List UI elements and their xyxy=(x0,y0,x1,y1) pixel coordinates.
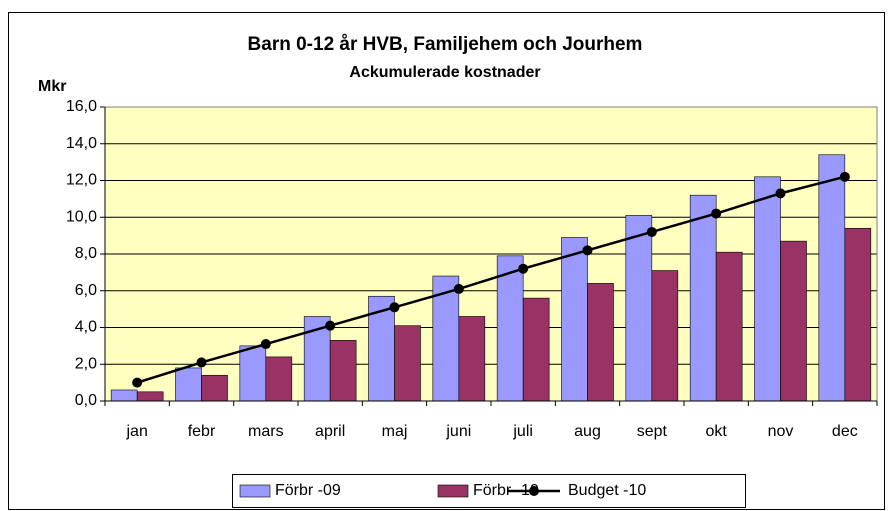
bar xyxy=(265,356,293,402)
x-tick-label: dec xyxy=(832,423,858,440)
bar xyxy=(136,391,164,402)
chart-title: Barn 0-12 år HVB, Familjehem och Jourhem xyxy=(248,34,643,55)
x-tick-label: aug xyxy=(574,423,601,440)
line-marker xyxy=(196,357,207,368)
line-marker xyxy=(775,188,786,199)
y-tick-label: 6,0 xyxy=(75,282,97,299)
x-tick-label: jan xyxy=(125,423,147,440)
bar xyxy=(715,251,743,402)
line-marker xyxy=(518,263,529,274)
line xyxy=(136,175,846,384)
x-tick-label: juni xyxy=(445,423,471,440)
bar xyxy=(780,240,807,402)
y-tick-label: 8,0 xyxy=(75,245,97,262)
bar xyxy=(651,270,679,402)
bar xyxy=(201,374,228,402)
line-marker xyxy=(389,302,400,313)
line-marker xyxy=(711,208,722,219)
x-tick-label: mars xyxy=(248,423,284,440)
x-tick-label: nov xyxy=(768,423,794,440)
bar xyxy=(522,297,550,402)
bar xyxy=(110,389,138,402)
x-tick-label: sept xyxy=(637,423,668,440)
x-tick-label: april xyxy=(315,423,345,440)
x-tick-label: febr xyxy=(188,423,216,440)
legend-label: Budget -10 xyxy=(568,482,646,499)
y-tick-label: 14,0 xyxy=(66,135,97,152)
bar xyxy=(175,367,202,402)
y-tick-label: 2,0 xyxy=(75,355,97,372)
bar xyxy=(625,215,653,402)
y-tick-label: 4,0 xyxy=(75,319,97,336)
legend-label: Förbr -10 xyxy=(473,482,539,499)
bar xyxy=(329,340,357,402)
legend xyxy=(232,474,746,508)
line-marker xyxy=(325,320,336,331)
legend-swatch xyxy=(437,484,469,498)
bar xyxy=(561,237,588,402)
line-marker xyxy=(646,226,657,237)
bar xyxy=(394,325,421,402)
bar xyxy=(432,275,460,402)
bar xyxy=(587,283,614,402)
bar xyxy=(458,316,486,402)
bar xyxy=(496,255,524,402)
y-tick-label: 0,0 xyxy=(75,392,97,409)
x-tick-label: okt xyxy=(705,423,727,440)
y-tick-label: 12,0 xyxy=(66,172,97,189)
line-marker xyxy=(453,283,464,294)
line-marker xyxy=(260,339,271,350)
x-tick-label: juli xyxy=(512,423,533,440)
chart-subtitle: Ackumulerade kostnader xyxy=(349,64,540,81)
bar xyxy=(818,154,846,402)
line-marker xyxy=(839,171,850,182)
x-tick-label: maj xyxy=(382,423,408,440)
y-axis-label: Mkr xyxy=(38,78,66,95)
bar xyxy=(239,345,267,402)
legend-label: Förbr -09 xyxy=(275,482,341,499)
legend-swatch xyxy=(529,486,539,496)
line-marker xyxy=(132,377,143,388)
bar xyxy=(754,176,781,402)
y-tick-label: 16,0 xyxy=(66,98,97,115)
line-marker xyxy=(582,245,593,256)
legend-swatch xyxy=(239,484,271,498)
y-tick-label: 10,0 xyxy=(66,208,97,225)
bar xyxy=(844,227,872,402)
bar xyxy=(689,194,717,402)
